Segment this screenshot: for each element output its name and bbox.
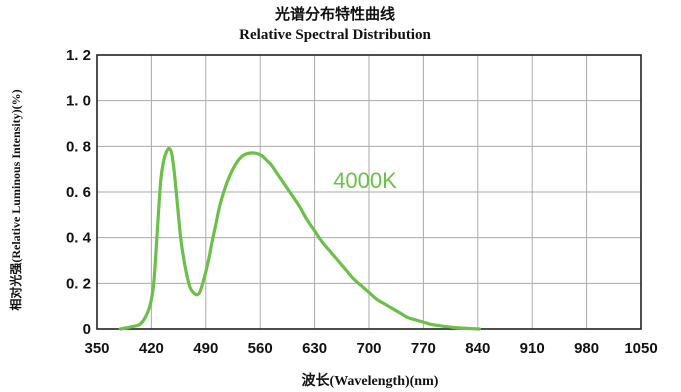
x-tick-label: 770 bbox=[411, 340, 436, 357]
y-tick-labels: 0 0. 2 0. 4 0. 6 0. 8 1. 0 1. 2 bbox=[66, 47, 92, 338]
x-tick-label: 630 bbox=[302, 340, 327, 357]
y-tick-label: 1. 2 bbox=[66, 47, 91, 64]
y-tick-label: 0. 2 bbox=[66, 275, 91, 292]
x-tick-label: 1050 bbox=[624, 340, 657, 357]
y-tick-label: 0. 8 bbox=[66, 138, 91, 155]
series-line-4000k bbox=[118, 146, 481, 331]
y-axis-label: 相对光强(Relative Luminous Intensity)(%) bbox=[8, 89, 23, 310]
x-tick-label: 840 bbox=[465, 340, 490, 357]
x-tick-label: 560 bbox=[248, 340, 273, 357]
series-group bbox=[118, 146, 481, 331]
x-axis-label: 波长(Wavelength)(nm) bbox=[302, 372, 439, 389]
series-label-4000k: 4000K bbox=[333, 168, 397, 193]
y-tick-label: 0. 6 bbox=[66, 184, 91, 201]
x-tick-label: 490 bbox=[193, 340, 218, 357]
x-tick-label: 420 bbox=[139, 340, 164, 357]
plot-frame bbox=[96, 54, 642, 330]
x-tick-label: 910 bbox=[520, 340, 545, 357]
y-tick-label: 0. 4 bbox=[66, 230, 92, 247]
y-tick-label: 0 bbox=[83, 321, 91, 338]
chart-title: 光谱分布特性曲线 bbox=[274, 5, 395, 23]
x-tick-label: 700 bbox=[356, 340, 381, 357]
x-tick-labels: 350 420 490 560 630 700 770 840 910 980 1050 bbox=[84, 340, 657, 357]
x-tick-label: 350 bbox=[84, 340, 109, 357]
y-tick-label: 1. 0 bbox=[66, 93, 91, 110]
x-tick-label: 980 bbox=[574, 340, 599, 357]
chart-subtitle: Relative Spectral Distribution bbox=[239, 27, 431, 43]
